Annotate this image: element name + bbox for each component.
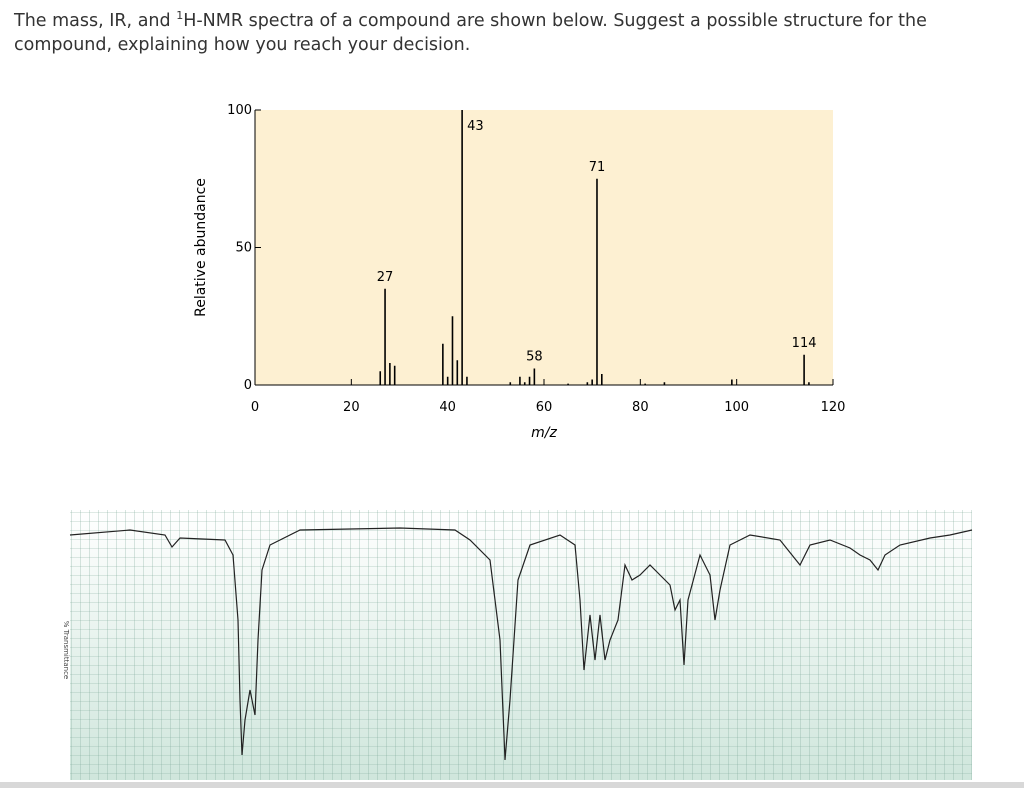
question-text: H-NMR spectra of a compound are shown be… [14,10,927,55]
ir-ylabel: % Transmittance [62,621,70,680]
y-tick-label: 50 [235,241,252,256]
y-tick-label: 0 [244,378,252,393]
x-tick-label: 60 [536,400,553,415]
x-tick-label: 40 [439,400,456,415]
x-tick-label: 120 [821,400,846,415]
ir-grid [70,510,972,780]
question-text: The mass, IR, and [14,10,177,31]
plot-background [255,110,833,385]
peak-label: 58 [526,350,543,365]
x-tick-label: 20 [343,400,360,415]
x-tick-label: 100 [724,400,749,415]
peak-label: 114 [792,336,817,351]
ir-curve [69,527,973,761]
x-tick-label: 0 [251,400,259,415]
peak-label: 71 [589,160,606,175]
bottom-bar [0,782,1024,788]
x-tick-label: 80 [632,400,649,415]
y-axis-label: Relative abundance [193,178,209,317]
peak-label: 43 [467,119,484,134]
x-axis-label: m/z [531,425,557,441]
y-tick-label: 100 [227,103,252,118]
peak-label: 27 [377,270,394,285]
question: The mass, IR, and 1H-NMR spectra of a co… [14,4,1014,57]
question-sup: 1 [176,9,184,22]
